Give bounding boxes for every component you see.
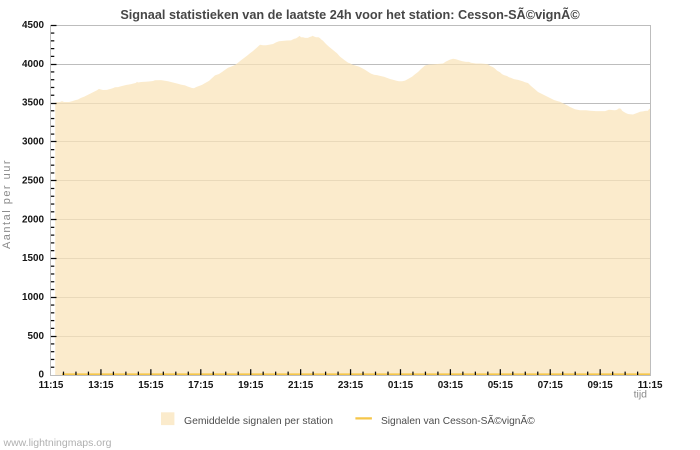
svg-text:11:15: 11:15 (39, 380, 64, 391)
svg-text:Signaal statistieken van de la: Signaal statistieken van de laatste 24h … (120, 7, 580, 22)
svg-text:tijd: tijd (634, 389, 648, 401)
svg-text:3500: 3500 (22, 98, 44, 109)
svg-text:1500: 1500 (22, 253, 44, 264)
svg-text:21:15: 21:15 (288, 380, 314, 391)
svg-text:05:15: 05:15 (488, 380, 514, 391)
svg-text:500: 500 (28, 331, 45, 342)
svg-text:www.lightningmaps.org: www.lightningmaps.org (3, 437, 112, 449)
svg-text:1000: 1000 (22, 292, 44, 303)
svg-text:Signalen van Cesson-SÃ©vignÃ©: Signalen van Cesson-SÃ©vignÃ© (381, 414, 535, 427)
svg-text:2000: 2000 (22, 214, 44, 225)
svg-text:09:15: 09:15 (588, 380, 614, 391)
svg-text:01:15: 01:15 (388, 380, 414, 391)
svg-text:15:15: 15:15 (138, 380, 164, 391)
svg-text:2500: 2500 (22, 175, 44, 186)
svg-text:07:15: 07:15 (538, 380, 564, 391)
svg-text:17:15: 17:15 (188, 380, 214, 391)
svg-text:11:15: 11:15 (638, 380, 663, 391)
svg-text:23:15: 23:15 (338, 380, 364, 391)
svg-text:0: 0 (39, 370, 45, 381)
svg-text:03:15: 03:15 (438, 380, 464, 391)
svg-text:4500: 4500 (22, 20, 44, 31)
svg-text:Gemiddelde signalen per statio: Gemiddelde signalen per station (184, 416, 333, 427)
svg-text:13:15: 13:15 (88, 380, 114, 391)
svg-text:Aantal per uur: Aantal per uur (1, 159, 13, 249)
svg-text:4000: 4000 (22, 59, 44, 70)
svg-text:19:15: 19:15 (238, 380, 264, 391)
svg-text:3000: 3000 (22, 137, 44, 148)
